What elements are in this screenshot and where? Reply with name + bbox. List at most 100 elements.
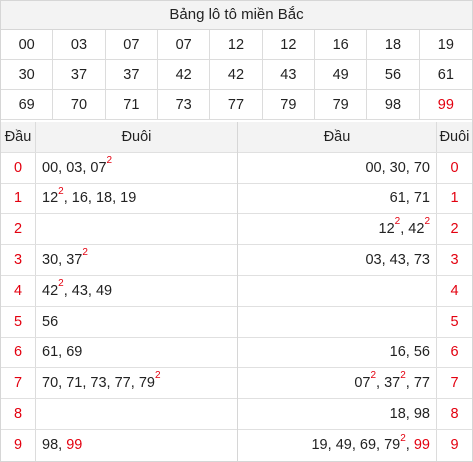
tail-number: 73	[413, 252, 430, 269]
head-list: 18, 98	[238, 399, 437, 429]
head-digit: 5	[1, 306, 36, 337]
separator: ,	[63, 282, 72, 299]
count-superscript: 2	[58, 278, 64, 290]
tail-number: 12	[42, 190, 59, 207]
right-header-row: Đầu Đuôi	[238, 122, 472, 153]
tail-digit: 4	[450, 282, 459, 299]
tail-number: 79	[384, 437, 401, 454]
table-row: 61, 71 1	[238, 183, 472, 215]
head-values: 072, 372, 77	[354, 371, 430, 392]
separator: ,	[405, 159, 414, 176]
separator: ,	[351, 437, 360, 454]
separator: ,	[405, 375, 414, 392]
lottery-number: 07	[157, 30, 211, 60]
head-values: 03, 43, 73	[365, 252, 430, 268]
tail-number: 43	[71, 282, 88, 299]
separator: ,	[405, 252, 414, 269]
separator: ,	[58, 252, 67, 269]
table-row: 00, 30, 70 0	[238, 152, 472, 184]
head-list: 122, 422	[238, 214, 437, 245]
separator: ,	[405, 406, 414, 423]
separator: ,	[405, 437, 414, 454]
lottery-number: 30	[1, 60, 54, 90]
head-digit: 8	[1, 399, 36, 429]
tail-number: 56	[42, 313, 59, 330]
lottery-number: 98	[367, 90, 420, 120]
table-row: 0 00, 03, 072	[1, 152, 237, 184]
count-superscript: 2	[370, 370, 377, 382]
tail-number: 16	[71, 190, 88, 207]
tail-values: 422, 43, 49	[42, 279, 112, 299]
count-superscript: 2	[154, 370, 161, 382]
separator: ,	[327, 437, 336, 454]
tail-number: 98	[42, 437, 59, 454]
lottery-number: 37	[105, 60, 158, 90]
lottery-number: 07	[105, 30, 158, 60]
count-superscript: 2	[424, 216, 430, 228]
separator: ,	[112, 190, 121, 207]
count-superscript: 2	[82, 247, 88, 259]
tail-number: 12	[378, 221, 395, 238]
lottery-number: 99	[419, 90, 472, 120]
tail-number: 77	[114, 375, 131, 392]
left-header-duoi: Đuôi	[121, 128, 152, 145]
table-row: 2	[1, 214, 237, 246]
lottery-number: 12	[210, 30, 263, 60]
tail-list: 70, 71, 73, 77, 792	[36, 368, 237, 398]
left-header-dau: Đầu	[1, 122, 36, 152]
tail-number: 56	[413, 344, 430, 361]
tail-digit: 5	[450, 313, 459, 330]
head-list	[238, 275, 437, 306]
table-row: 6 61, 69	[1, 337, 237, 369]
separator: ,	[87, 282, 96, 299]
head-values: 19, 49, 69, 792, 99	[311, 433, 430, 454]
tail-number: 00	[365, 159, 382, 176]
tail-number: 99	[413, 437, 430, 454]
lottery-number: 79	[262, 90, 315, 120]
tail-number: 30	[389, 159, 406, 176]
tail-number: 69	[66, 344, 83, 361]
tail-number: 70	[42, 375, 59, 392]
tail-list	[36, 399, 237, 429]
tail-list: 56	[36, 307, 237, 337]
table-row: 03, 43, 73 3	[238, 245, 472, 276]
lottery-number: 16	[314, 30, 368, 60]
head-list: 61, 71	[238, 183, 437, 214]
head-list: 072, 372, 77	[238, 368, 437, 399]
table-row: 19, 49, 69, 792, 99 9	[238, 429, 472, 461]
tail-number: 77	[413, 375, 430, 392]
tail-number: 00	[42, 159, 59, 176]
tail-digit: 6	[450, 344, 459, 361]
table-row: 4 422, 43, 49	[1, 275, 237, 307]
tail-number: 18	[389, 406, 406, 423]
tail-number: 30	[42, 252, 59, 269]
table-title: Bảng lô tô miền Bắc	[1, 1, 472, 30]
tail-number: 19	[120, 190, 137, 207]
head-list: 16, 56	[238, 337, 437, 368]
right-header-duoi: Đuôi	[439, 128, 470, 145]
head-list: 00, 30, 70	[238, 152, 437, 183]
table-row: 072, 372, 77 7	[238, 368, 472, 400]
tail-number: 03	[66, 159, 83, 176]
tail-list: 61, 69	[36, 338, 237, 368]
lottery-number: 77	[210, 90, 263, 120]
tail-number: 18	[95, 190, 113, 207]
lottery-number: 43	[262, 60, 315, 90]
tail-number: 16	[389, 344, 406, 361]
head-tail-tables: Đầu Đuôi 0 00, 03, 072 1 122, 16, 18, 19 2 3 3…	[1, 122, 472, 461]
separator: ,	[376, 375, 385, 392]
table-row: 7 70, 71, 73, 77, 792	[1, 368, 237, 400]
table-row: 122, 422 2	[238, 214, 472, 246]
tail-number: 99	[66, 437, 83, 454]
lottery-number: 73	[157, 90, 211, 120]
head-digit: 2	[1, 214, 36, 245]
tail-digit: 0	[450, 159, 459, 176]
tail-values: 56	[42, 314, 58, 330]
separator: ,	[58, 375, 67, 392]
lottery-number: 42	[157, 60, 211, 90]
left-header-row: Đầu Đuôi	[1, 122, 237, 153]
separator: ,	[400, 221, 409, 238]
tail-values: 98, 99	[42, 437, 82, 453]
count-superscript: 2	[58, 185, 64, 197]
tail-values: 61, 69	[42, 344, 82, 360]
